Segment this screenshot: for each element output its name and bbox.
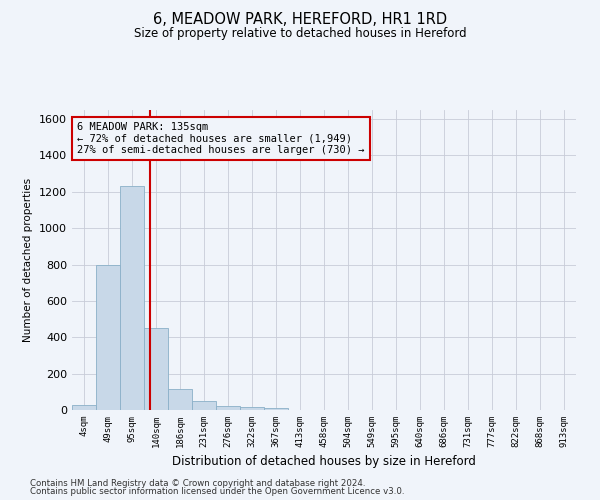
Bar: [72, 404, 96, 410]
Bar: [192, 401, 216, 410]
Bar: [240, 408, 264, 410]
X-axis label: Distribution of detached houses by size in Hereford: Distribution of detached houses by size …: [172, 456, 476, 468]
Bar: [96, 264, 120, 410]
Text: Size of property relative to detached houses in Hereford: Size of property relative to detached ho…: [134, 28, 466, 40]
Y-axis label: Number of detached properties: Number of detached properties: [23, 178, 34, 342]
Bar: [168, 389, 192, 410]
Text: Contains public sector information licensed under the Open Government Licence v3: Contains public sector information licen…: [30, 487, 404, 496]
Bar: [120, 186, 144, 410]
Bar: [144, 328, 168, 410]
Text: 6, MEADOW PARK, HEREFORD, HR1 1RD: 6, MEADOW PARK, HEREFORD, HR1 1RD: [153, 12, 447, 28]
Text: Contains HM Land Registry data © Crown copyright and database right 2024.: Contains HM Land Registry data © Crown c…: [30, 478, 365, 488]
Bar: [264, 408, 288, 410]
Text: 6 MEADOW PARK: 135sqm
← 72% of detached houses are smaller (1,949)
27% of semi-d: 6 MEADOW PARK: 135sqm ← 72% of detached …: [77, 122, 365, 155]
Bar: [216, 406, 240, 410]
